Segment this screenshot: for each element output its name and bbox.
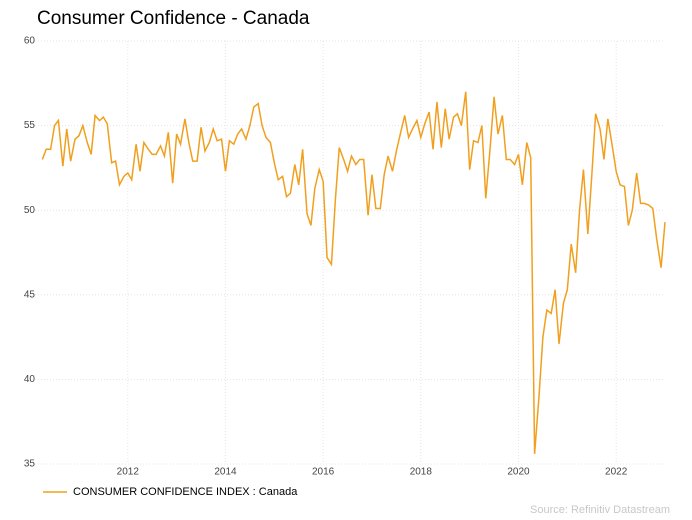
y-tick-label: 45 [24, 289, 36, 300]
y-tick-label: 60 [24, 36, 36, 47]
x-tick-label: 2018 [410, 467, 433, 478]
x-tick-label: 2022 [605, 467, 628, 478]
legend-label: CONSUMER CONFIDENCE INDEX : Canada [73, 486, 298, 498]
source-note: Source: Refinitiv Datastream [530, 504, 670, 516]
y-tick-label: 50 [24, 205, 36, 216]
y-tick-label: 55 [24, 120, 36, 131]
data-line [41, 91, 666, 454]
x-tick-label: 2012 [117, 467, 140, 478]
y-tick-label: 40 [24, 374, 36, 385]
x-tick-label: 2020 [507, 467, 530, 478]
x-tick-label: 2014 [214, 467, 237, 478]
chart-title: Consumer Confidence - Canada [37, 8, 310, 29]
y-tick-label: 35 [24, 459, 36, 470]
x-tick-label: 2016 [312, 467, 335, 478]
